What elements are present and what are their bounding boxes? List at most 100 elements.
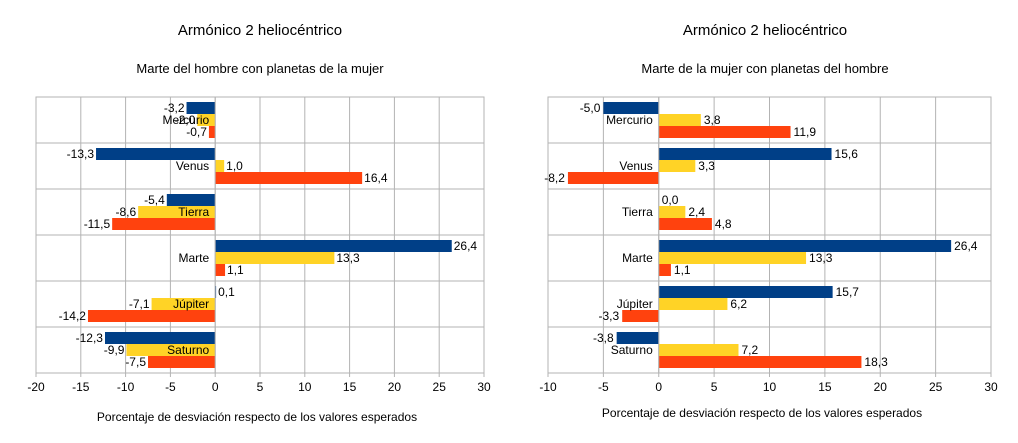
data-label: -5,4 — [144, 193, 165, 207]
x-tick-label: 25 — [929, 380, 943, 394]
data-label: -13,3 — [67, 147, 95, 161]
category-label: Saturno — [167, 343, 209, 357]
data-label: 18,3 — [864, 355, 888, 369]
data-label: 13,3 — [809, 251, 833, 265]
x-tick-label: -5 — [598, 380, 609, 394]
x-tick-label: -10 — [539, 380, 557, 394]
bar-series-1 — [658, 148, 832, 160]
category-label: Júpiter — [173, 297, 209, 311]
data-label: 1,1 — [674, 263, 691, 277]
bar-series-1 — [166, 194, 216, 206]
data-label: 6,2 — [730, 297, 747, 311]
bar-series-3 — [658, 356, 862, 368]
category-label: Marte — [179, 251, 210, 265]
data-label: 1,0 — [226, 159, 243, 173]
x-tick-label: -5 — [165, 380, 176, 394]
x-tick-label: 5 — [711, 380, 718, 394]
data-label: 16,4 — [364, 171, 388, 185]
data-label: 1,1 — [227, 263, 244, 277]
bar-series-1 — [96, 148, 216, 160]
chart-subtitle: Marte del hombre con planetas de la muje… — [136, 61, 384, 76]
x-axis-label: Porcentaje de desviación respecto de los… — [97, 410, 417, 424]
bar-series-2 — [138, 206, 216, 218]
bar-series-1 — [658, 240, 952, 252]
data-label: -2,0 — [175, 113, 196, 127]
bar-series-2 — [151, 298, 216, 310]
bar-series-3 — [658, 264, 671, 276]
data-label: 2,4 — [688, 205, 705, 219]
data-label: -14,2 — [59, 309, 87, 323]
data-label: 0,1 — [218, 285, 235, 299]
data-label: -7,1 — [129, 297, 150, 311]
bar-series-3 — [148, 356, 216, 368]
chart-subtitle: Marte de la mujer con planetas del hombr… — [641, 61, 888, 76]
bar-series-3 — [567, 172, 659, 184]
x-tick-label: 20 — [388, 380, 402, 394]
bar-series-3 — [215, 264, 226, 276]
data-label: 26,4 — [954, 239, 978, 253]
data-label: -3,3 — [599, 309, 620, 323]
data-label: -7,5 — [125, 355, 146, 369]
x-tick-label: 0 — [212, 380, 219, 394]
bar-series-3 — [658, 218, 712, 230]
bar-series-1 — [186, 102, 216, 114]
data-label: -9,9 — [104, 343, 125, 357]
data-label: 3,8 — [704, 113, 721, 127]
bar-series-2 — [215, 160, 225, 172]
bar-series-3 — [112, 218, 216, 230]
x-tick-label: 10 — [763, 380, 777, 394]
data-label: 13,3 — [336, 251, 360, 265]
bar-series-3 — [208, 126, 216, 138]
category-label: Venus — [619, 159, 652, 173]
bar-series-2 — [658, 206, 686, 218]
x-tick-label: -20 — [27, 380, 45, 394]
bar-series-2 — [658, 344, 739, 356]
data-label: 3,3 — [698, 159, 715, 173]
bar-series-1 — [658, 286, 833, 298]
category-label: Mercurio — [606, 113, 653, 127]
data-label: 11,9 — [794, 125, 817, 139]
category-label: Marte — [622, 251, 653, 265]
data-label: -8,2 — [544, 171, 565, 185]
x-tick-label: 20 — [874, 380, 888, 394]
bar-series-2 — [197, 114, 216, 126]
bar-series-2 — [658, 114, 701, 126]
x-axis-label: Porcentaje de desviación respecto de los… — [602, 406, 922, 420]
bar-series-2 — [658, 160, 696, 172]
x-tick-label: -10 — [117, 380, 135, 394]
data-label: 4,8 — [715, 217, 732, 231]
category-label: Saturno — [611, 343, 653, 357]
x-tick-label: 30 — [477, 380, 491, 394]
bar-series-3 — [87, 310, 216, 322]
data-label: 15,6 — [835, 147, 859, 161]
data-label: 0,0 — [662, 193, 679, 207]
x-tick-label: 0 — [655, 380, 662, 394]
x-tick-label: 15 — [818, 380, 832, 394]
data-label: 7,2 — [741, 343, 758, 357]
bar-series-2 — [658, 298, 728, 310]
bar-series-2 — [126, 344, 216, 356]
x-tick-label: -15 — [72, 380, 90, 394]
category-label: Tierra — [622, 205, 653, 219]
bar-series-1 — [616, 332, 659, 344]
bar-series-3 — [215, 172, 363, 184]
data-label: -0,7 — [186, 125, 207, 139]
bar-series-2 — [658, 252, 807, 264]
x-tick-label: 25 — [433, 380, 447, 394]
data-label: -3,8 — [593, 331, 614, 345]
bar-series-1 — [215, 240, 452, 252]
x-tick-label: 10 — [298, 380, 312, 394]
bar-series-2 — [215, 252, 335, 264]
data-label: -5,0 — [580, 101, 601, 115]
category-label: Júpiter — [617, 297, 653, 311]
x-tick-label: 30 — [984, 380, 998, 394]
bar-series-1 — [603, 102, 659, 114]
data-label: 15,7 — [836, 285, 860, 299]
category-label: Tierra — [178, 205, 209, 219]
chart-title: Armónico 2 heliocéntrico — [683, 22, 847, 39]
x-tick-label: 5 — [257, 380, 264, 394]
bar-series-3 — [658, 126, 791, 138]
x-tick-label: 15 — [343, 380, 357, 394]
category-label: Venus — [176, 159, 209, 173]
